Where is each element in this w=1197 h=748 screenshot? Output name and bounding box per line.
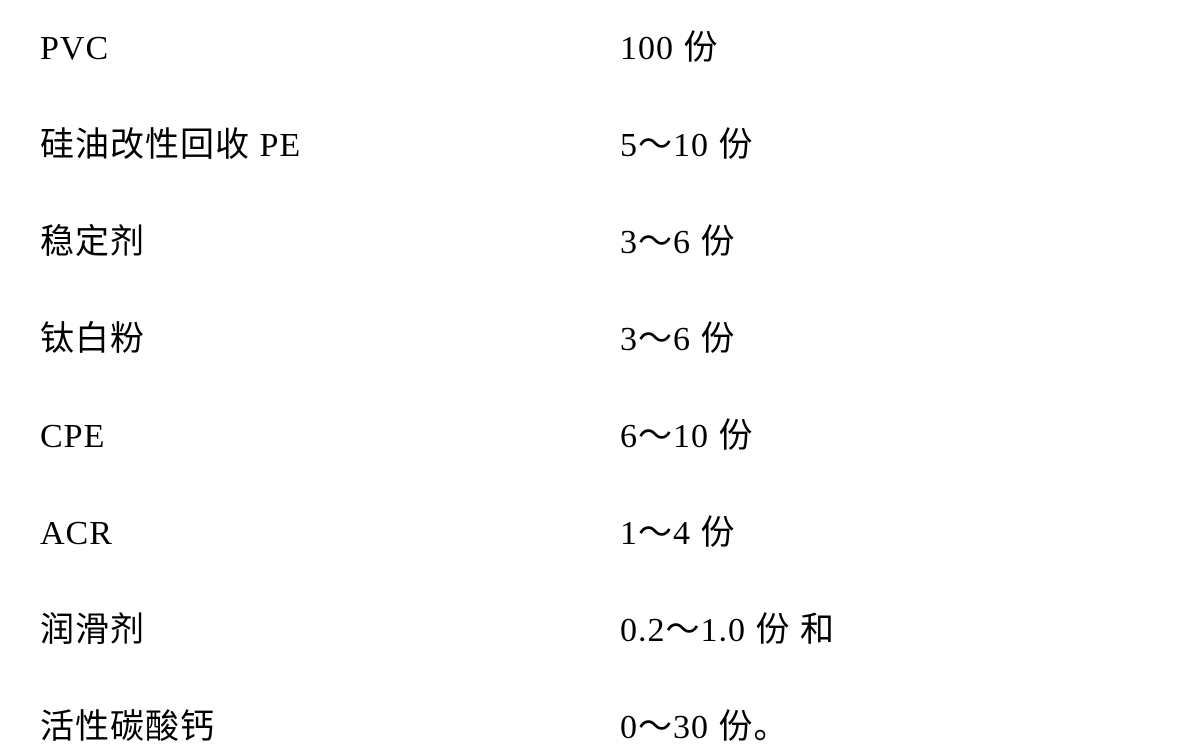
ingredient-label: 润滑剂 bbox=[40, 602, 620, 651]
ingredient-label: PVC bbox=[40, 30, 620, 68]
ingredient-row: 稳定剂 3～6 份 bbox=[40, 214, 1157, 263]
ingredient-value: 6～10 份 bbox=[620, 408, 754, 457]
ingredient-label: 钛白粉 bbox=[40, 311, 620, 360]
ingredient-value: 0～30 份。 bbox=[620, 699, 789, 748]
ingredient-label: ACR bbox=[40, 515, 620, 553]
ingredient-value: 100 份 bbox=[620, 20, 719, 69]
ingredient-row: 硅油改性回收 PE 5～10 份 bbox=[40, 117, 1157, 166]
ingredient-label: 活性碳酸钙 bbox=[40, 699, 620, 748]
ingredient-value: 3～6 份 bbox=[620, 214, 736, 263]
ingredient-row: 润滑剂 0.2～1.0 份 和 bbox=[40, 602, 1157, 651]
ingredient-row: 活性碳酸钙 0～30 份。 bbox=[40, 699, 1157, 748]
ingredient-label: CPE bbox=[40, 418, 620, 456]
ingredient-value: 3～6 份 bbox=[620, 311, 736, 360]
ingredient-row: ACR 1～4 份 bbox=[40, 505, 1157, 554]
ingredient-row: PVC 100 份 bbox=[40, 20, 1157, 69]
ingredient-value: 0.2～1.0 份 和 bbox=[620, 602, 835, 651]
ingredient-value: 1～4 份 bbox=[620, 505, 736, 554]
ingredient-label: 稳定剂 bbox=[40, 214, 620, 263]
ingredient-label: 硅油改性回收 PE bbox=[40, 117, 620, 166]
ingredient-value: 5～10 份 bbox=[620, 117, 754, 166]
ingredient-row: 钛白粉 3～6 份 bbox=[40, 311, 1157, 360]
ingredient-row: CPE 6～10 份 bbox=[40, 408, 1157, 457]
